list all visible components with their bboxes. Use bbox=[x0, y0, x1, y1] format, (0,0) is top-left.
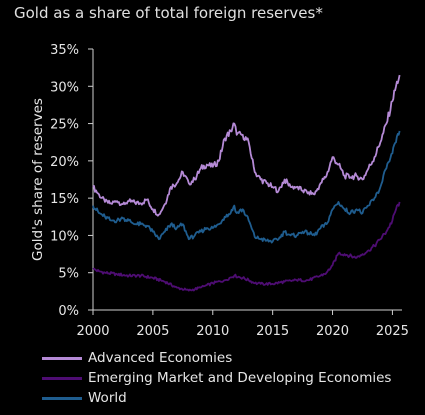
legend-label: Advanced Economies bbox=[88, 350, 233, 366]
y-tick-label: 35% bbox=[50, 43, 79, 58]
legend-label: World bbox=[88, 390, 127, 406]
x-tick-label: 2020 bbox=[316, 324, 349, 339]
legend-item: Emerging Market and Developing Economies bbox=[42, 368, 391, 388]
y-tick-label: 5% bbox=[58, 267, 79, 282]
series-line-1 bbox=[92, 74, 401, 217]
x-tick-label: 2010 bbox=[196, 324, 229, 339]
y-tick-label: 30% bbox=[50, 80, 79, 95]
legend-swatch bbox=[42, 396, 82, 400]
legend-item: Advanced Economies bbox=[42, 348, 391, 368]
y-tick-label: 15% bbox=[50, 192, 79, 207]
x-tick-label: 2005 bbox=[136, 324, 169, 339]
y-tick-label: 10% bbox=[50, 229, 79, 244]
x-tick-label: 2000 bbox=[76, 324, 109, 339]
legend-item: World bbox=[42, 388, 391, 408]
x-tick-label: 2025 bbox=[376, 324, 409, 339]
x-tick-label: 2015 bbox=[256, 324, 289, 339]
y-tick-label: 25% bbox=[50, 118, 79, 133]
y-tick-label: 20% bbox=[50, 155, 79, 170]
chart-legend: Advanced Economies Emerging Market and De… bbox=[42, 348, 391, 408]
legend-swatch bbox=[42, 356, 82, 360]
legend-label: Emerging Market and Developing Economies bbox=[88, 370, 392, 386]
y-tick-label: 0% bbox=[58, 304, 79, 319]
series-line-3 bbox=[92, 130, 401, 244]
series-line-2 bbox=[92, 201, 401, 292]
legend-swatch bbox=[42, 376, 82, 380]
y-axis-label: Gold's share of reserves bbox=[30, 98, 46, 261]
chart-title: Gold as a share of total foreign reserve… bbox=[14, 4, 323, 22]
